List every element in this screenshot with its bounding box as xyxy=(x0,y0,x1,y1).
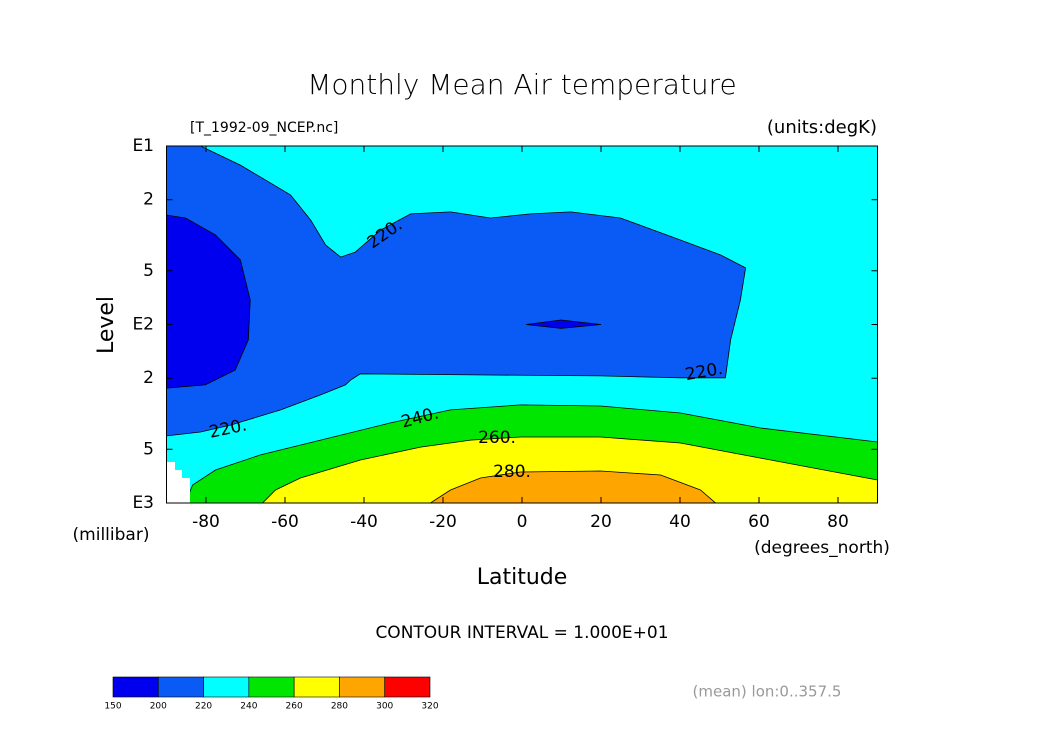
colorbar-swatch xyxy=(203,676,250,698)
x-tick-label: 40 xyxy=(669,512,691,532)
contour-region xyxy=(525,319,602,329)
y-tick-label: 2 xyxy=(143,368,154,388)
y-tick-label: 5 xyxy=(143,439,154,459)
colorbar-label: 240 xyxy=(240,702,257,712)
colorbar-swatch xyxy=(384,676,431,698)
contour-region xyxy=(429,470,717,503)
colorbar-label: 300 xyxy=(376,702,393,712)
x-tick-label: 60 xyxy=(748,512,770,532)
x-tick-label: -40 xyxy=(350,512,378,532)
footnote: (mean) lon:0..357.5 xyxy=(693,683,842,701)
contour-region xyxy=(261,436,878,503)
y-tick-label: E3 xyxy=(132,493,154,513)
colorbar-label: 150 xyxy=(104,702,121,712)
colorbar-swatch xyxy=(293,676,340,698)
x-tick-label: 80 xyxy=(827,512,849,532)
x-tick-label: -80 xyxy=(192,512,220,532)
contour-region xyxy=(166,214,251,389)
y-tick-label: 2 xyxy=(143,190,154,210)
contour-label: 280. xyxy=(493,462,531,482)
x-tick-label: -60 xyxy=(271,512,299,532)
x-units: (degrees_north) xyxy=(754,538,890,558)
chart-title: Monthly Mean Air temperature xyxy=(307,68,737,101)
contour-label: 260. xyxy=(478,428,516,448)
subtitle: [T_1992-09_NCEP.nc] xyxy=(190,120,338,136)
missing-data xyxy=(166,462,190,503)
y-tick-label: E1 xyxy=(132,136,154,156)
plot-area xyxy=(166,146,878,503)
colorbar-swatch xyxy=(248,676,295,698)
y-tick-label: 5 xyxy=(143,261,154,281)
colorbar-label: 280 xyxy=(331,702,348,712)
colorbar-label: 220 xyxy=(195,702,212,712)
y-tick-label: E2 xyxy=(132,315,154,335)
contour-interval: CONTOUR INTERVAL = 1.000E+01 xyxy=(375,623,668,643)
colorbar-swatch xyxy=(157,676,204,698)
y-axis-label: Level xyxy=(94,296,119,354)
colorbar-swatch xyxy=(112,676,159,698)
x-tick-label: -20 xyxy=(429,512,457,532)
x-tick-label: 20 xyxy=(590,512,612,532)
units-label: (units:degK) xyxy=(767,117,877,138)
x-axis-label: Latitude xyxy=(477,565,568,590)
y-units: (millibar) xyxy=(73,525,150,545)
contour-region xyxy=(166,146,747,437)
colorbar-swatch xyxy=(339,676,386,698)
x-tick-label: 0 xyxy=(517,512,528,532)
colorbar-label: 320 xyxy=(421,702,438,712)
colorbar-label: 260 xyxy=(286,702,303,712)
colorbar-label: 200 xyxy=(150,702,167,712)
